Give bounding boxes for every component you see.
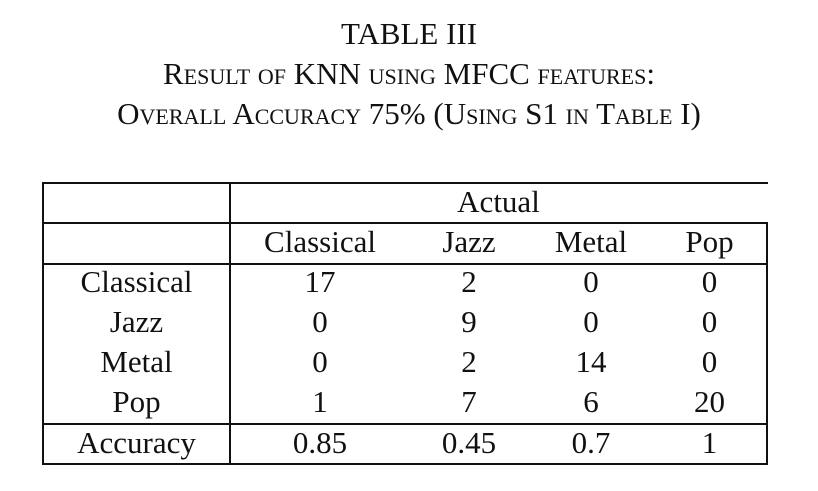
table-rule-group-header	[42, 222, 768, 224]
col-header-pop: Pop	[685, 224, 734, 259]
row-label-classical: Classical	[80, 264, 193, 299]
col-header-classical: Classical	[264, 224, 376, 259]
table-cell: 0	[701, 264, 718, 299]
table-cell: 6	[583, 384, 599, 419]
table-cell: 0	[701, 344, 718, 379]
row-label-accuracy: Accuracy	[77, 425, 196, 460]
table-cell: 17	[304, 264, 336, 299]
table-rule-top	[42, 182, 768, 184]
col-header-jazz: Jazz	[442, 224, 496, 259]
table-cell: 9	[461, 304, 477, 339]
accuracy-cell: 0.7	[571, 425, 611, 460]
row-label-jazz: Jazz	[109, 304, 164, 339]
table-rule-stub	[229, 182, 231, 465]
table-cell: 2	[461, 264, 477, 299]
col-header-metal: Metal	[554, 224, 628, 259]
table-cell: 20	[694, 384, 725, 419]
table-cell: 0	[312, 304, 328, 339]
table-cell: 7	[461, 384, 477, 419]
table-rule-header	[42, 263, 768, 265]
accuracy-cell: 1	[701, 425, 718, 460]
group-header-actual: Actual	[457, 184, 540, 219]
table-cell: 0	[583, 264, 599, 299]
table-cell: 14	[575, 344, 607, 379]
accuracy-cell: 0.45	[441, 425, 497, 460]
table-cell: 0	[583, 304, 599, 339]
table-cell: 1	[312, 384, 328, 419]
row-label-pop: Pop	[112, 384, 161, 419]
table-rule-accuracy	[42, 423, 768, 425]
table-caption-line-2: Overall Accuracy 75% (Using S1 in Table …	[117, 96, 701, 131]
confusion-matrix-table: Actual Classical Jazz Metal Pop Classica…	[42, 182, 768, 465]
accuracy-cell: 0.85	[292, 425, 348, 460]
table-caption-line-1: Result of KNN using MFCC features:	[163, 56, 655, 91]
table-rule-right-lower	[766, 223, 768, 465]
table-cell: 0	[312, 344, 328, 379]
table-cell: 0	[701, 304, 718, 339]
table-rule-bottom	[42, 463, 768, 465]
table-rule-left	[42, 182, 44, 465]
row-label-metal: Metal	[100, 344, 173, 379]
table-caption-title: TABLE III	[340, 16, 478, 51]
table-cell: 2	[461, 344, 477, 379]
